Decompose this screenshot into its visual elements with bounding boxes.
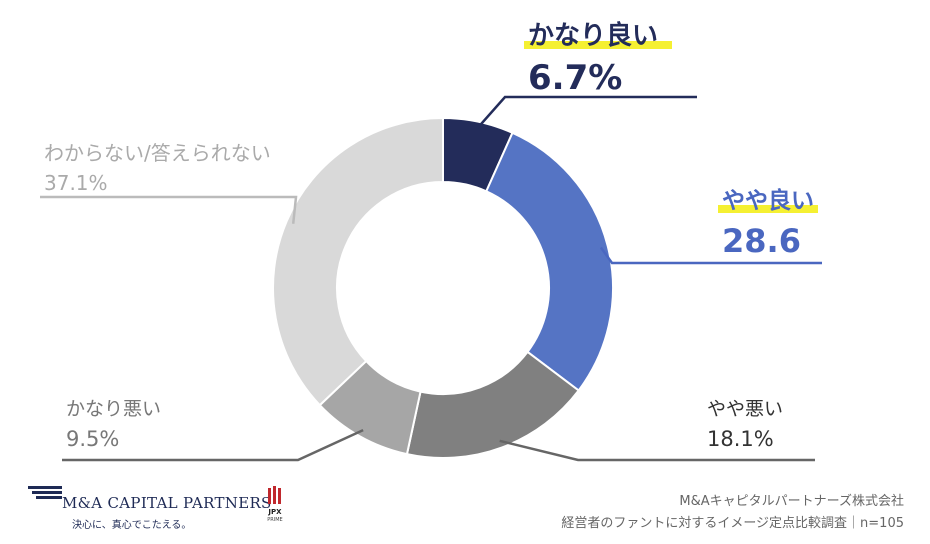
leader-line-0 — [476, 95, 697, 130]
label-highlight-0 — [524, 41, 672, 49]
slice-1 — [484, 131, 614, 392]
logo-name: M&A CAPITAL PARTNERS — [62, 494, 272, 512]
slice-label-0: かなり良い — [528, 20, 658, 51]
slice-value-0: 6.7% — [528, 58, 622, 98]
leader-line-2 — [499, 439, 815, 462]
slice-label-3: かなり悪い — [66, 398, 161, 420]
jpx-badge-main: JPX — [268, 508, 282, 516]
slice-label-1: やや良い — [722, 187, 814, 214]
jpx-badge-sub: PRIME — [267, 517, 283, 523]
slice-label-4: わからない/答えられない — [44, 141, 271, 165]
footer-survey: 経営者のファントに対するイメージ定点比較調査｜n=105 — [561, 516, 904, 531]
company-logo: M&A CAPITAL PARTNERS 決心に、真心でこたえる。 — [28, 478, 271, 531]
footer-company: M&Aキャピタルパートナーズ株式会社 — [679, 494, 904, 509]
label-highlight-1 — [718, 205, 818, 213]
slice-value-2: 18.1% — [707, 427, 774, 451]
jpx-mark-icon — [268, 486, 281, 504]
jpx-prime-badge: JPX PRIME — [260, 484, 290, 528]
slice-label-2: やや悪い — [707, 398, 783, 420]
logo-tagline: 決心に、真心でこたえる。 — [72, 520, 192, 531]
slice-value-4: 37.1% — [44, 171, 108, 195]
slice-4 — [272, 116, 444, 407]
logo-mark-icon — [28, 486, 62, 499]
leader-line-3 — [62, 428, 364, 462]
leader-line-1 — [599, 246, 822, 265]
slice-value-1: 28.6 — [722, 222, 801, 260]
leader-line-4 — [40, 195, 298, 224]
slice-value-3: 9.5% — [66, 427, 119, 451]
